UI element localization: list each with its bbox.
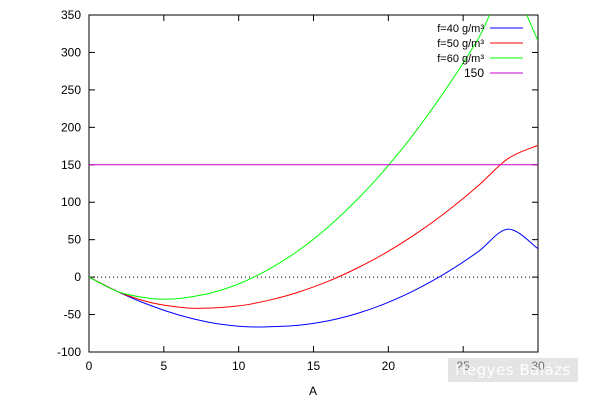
y-tick-label: 50 <box>68 233 82 247</box>
y-tick-label: 200 <box>61 120 81 134</box>
legend-label-3: 150 <box>464 66 484 80</box>
legend-label-2: f=60 g/m³ <box>437 53 484 65</box>
x-tick-label: 20 <box>382 359 396 373</box>
series-line-1 <box>89 144 538 309</box>
series-line-2 <box>89 15 538 300</box>
x-tick-label: 0 <box>86 359 93 373</box>
y-tick-label: 100 <box>61 195 81 209</box>
x-axis-label: A <box>309 384 317 398</box>
y-tick-label: 0 <box>74 270 81 284</box>
legend-label-0: f=40 g/m³ <box>437 23 484 35</box>
series-line-0 <box>89 228 538 328</box>
y-tick-label: 250 <box>61 83 81 97</box>
x-tick-label: 15 <box>307 359 321 373</box>
y-tick-label: 150 <box>61 158 81 172</box>
x-tick-label: 5 <box>160 359 167 373</box>
watermark: Hegyes Balázs <box>448 358 578 382</box>
y-tick-label: -50 <box>64 308 82 322</box>
y-tick-label: -100 <box>57 345 81 359</box>
y-tick-label: 350 <box>61 8 81 22</box>
x-tick-label: 10 <box>232 359 246 373</box>
y-tick-label: 300 <box>61 45 81 59</box>
legend-label-1: f=50 g/m³ <box>437 38 484 50</box>
series-layer <box>89 15 538 328</box>
